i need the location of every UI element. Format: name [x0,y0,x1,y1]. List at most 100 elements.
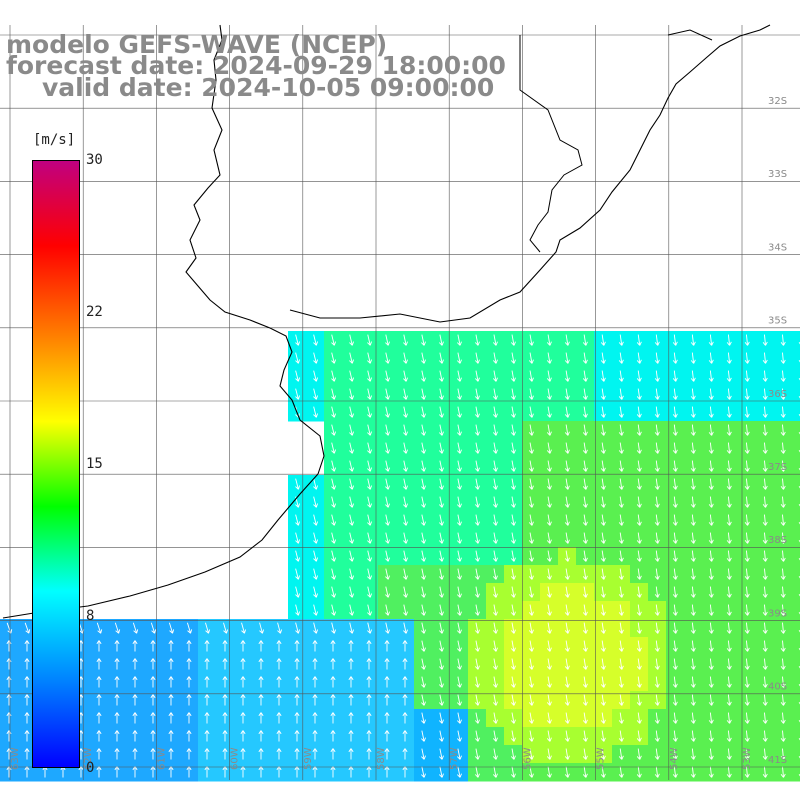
wind-arrow [367,442,372,454]
wind-arrow [510,460,516,472]
wind-arrow [564,496,570,508]
wind-arrow [726,676,732,688]
wind-arrow [564,442,570,454]
wind-arrow [421,460,426,472]
wind-arrow [546,730,552,742]
wind-arrow [798,720,800,723]
wind-arrow [474,766,480,778]
wind-arrow [690,406,696,418]
wind-arrow [24,730,30,742]
wind-cell [792,601,800,620]
wind-arrow [384,658,390,670]
wind-arrow [618,622,624,634]
wind-arrow [672,370,678,382]
wind-arrow [456,676,462,688]
wind-arrow [510,352,516,364]
wind-arrow [367,496,372,508]
lon-label: 62W [83,747,94,770]
wind-arrow [636,334,642,346]
wind-arrow [762,730,768,742]
wind-arrow [708,334,714,346]
wind-arrow [618,694,624,706]
wind-arrow [510,694,516,706]
wind-arrow [366,640,372,652]
wind-arrow [618,424,624,436]
wind-arrow [150,694,156,706]
wind-arrow [367,532,372,544]
wind-arrow [744,532,750,544]
wind-arrow [313,496,319,508]
wind-arrow [618,748,624,760]
wind-arrow [636,586,642,598]
wind-arrow [582,532,588,544]
wind-arrow [618,496,624,508]
title-model: modelo GEFS-WAVE (NCEP) [6,30,388,59]
wind-arrow [456,478,462,490]
wind-arrow [384,712,390,724]
wind-arrow [618,730,624,742]
wind-arrow [24,748,30,760]
wind-arrow [403,604,408,616]
wind-arrow [367,550,372,562]
wind-arrow [690,388,696,400]
wind-cell [792,655,800,674]
wind-arrow [672,604,678,616]
wind-arrow [654,658,660,670]
wind-arrow [744,460,750,472]
wind-arrow [403,460,408,472]
wind-arrow [726,406,732,418]
wind-arrow [492,640,498,652]
wind-arrow [330,748,336,760]
wind-arrow [636,388,642,400]
wind-arrow [384,676,390,688]
wind-arrow [600,352,606,364]
wind-arrow [672,640,678,652]
wind-arrow [312,658,318,670]
wind-arrow [313,388,319,400]
wind-arrow [439,370,444,382]
wind-arrow [439,334,444,346]
wind-arrow [421,514,426,526]
wind-arrow [313,532,319,544]
wind-arrow [636,406,642,418]
wind-arrow [403,334,408,346]
wind-arrow [636,568,642,580]
wind-arrow [385,586,390,598]
wind-arrow [564,514,570,526]
wind-cell [792,745,800,764]
wind-arrow [636,550,642,562]
wind-arrow [708,622,714,634]
wind-arrow [744,550,750,562]
wind-arrow [726,604,732,616]
wind-arrow [564,748,570,760]
wind-arrow [349,532,355,544]
wind-arrow [672,478,678,490]
wind-arrow [313,604,319,616]
wind-arrow [456,712,462,724]
wind-arrow [276,676,282,688]
wind-arrow [546,586,552,598]
lon-label: 55W [596,747,607,770]
wind-arrow [366,676,372,688]
wind-arrow [600,712,606,724]
wind-arrow [439,406,444,418]
wind-arrow [672,442,678,454]
wind-arrow [24,676,30,688]
wind-arrow [744,712,750,724]
wind-arrow [528,568,534,580]
wind-arrow [258,676,264,688]
wind-arrow [744,622,750,634]
wind-arrow [726,532,732,544]
wind-arrow [528,658,534,670]
wind-arrow [582,442,588,454]
lon-label: 54W [669,747,680,770]
wind-arrow [654,694,660,706]
wind-arrow [762,622,768,634]
wind-arrow [528,550,534,562]
wind-arrow [798,450,800,453]
wind-arrow [798,702,800,705]
wind-arrow [546,424,552,436]
wind-arrow [798,504,800,507]
wind-arrow [528,622,534,634]
wind-arrow [348,658,354,670]
